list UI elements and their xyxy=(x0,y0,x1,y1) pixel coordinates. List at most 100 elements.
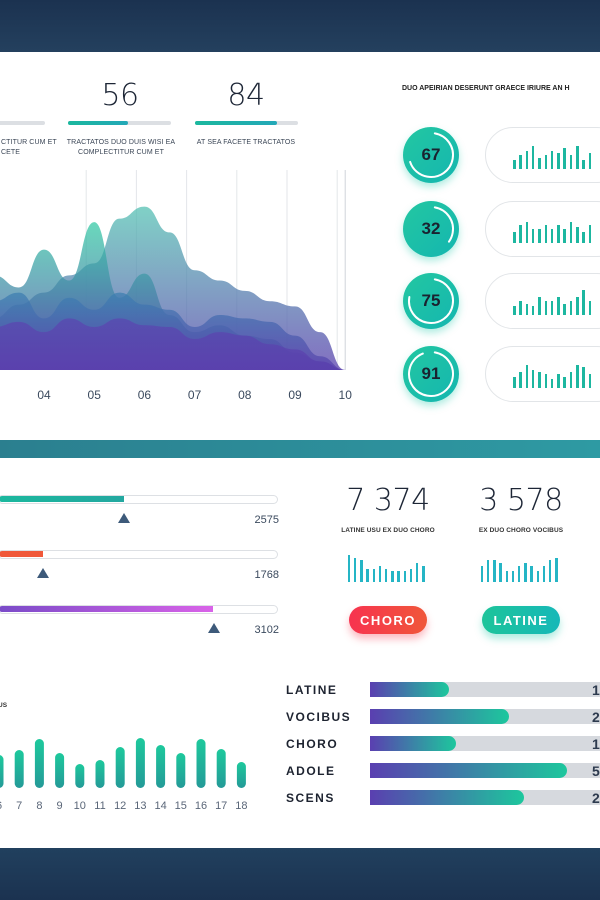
kpi-value: 7 374 xyxy=(346,483,430,518)
kpi-spark-bar xyxy=(486,560,490,582)
sparkline-bar xyxy=(538,296,541,315)
hbar-track xyxy=(370,709,600,724)
kpi-spark-bar xyxy=(499,563,502,582)
kpi-spark-bar xyxy=(548,560,552,582)
stat-label-line: COMPLECTITUR CUM ET xyxy=(78,149,164,156)
sparkline-card[interactable] xyxy=(485,346,600,402)
metric-circle: 32 xyxy=(403,201,459,257)
metric-circle: 91 xyxy=(403,346,459,402)
column-bar xyxy=(95,760,105,788)
column-bar xyxy=(176,753,186,788)
column-x-label: 6 xyxy=(0,800,2,812)
column-x-label: 8 xyxy=(36,800,42,812)
sparkline-bar xyxy=(557,152,560,169)
kpi-spark-bar xyxy=(524,563,527,582)
kpi-spark-bar xyxy=(403,571,406,582)
column-x-label: 10 xyxy=(74,800,86,812)
kpi-spark-bar xyxy=(480,565,484,582)
column-bar xyxy=(156,745,166,788)
sparkline-bar xyxy=(525,150,529,169)
x-tick-label: 07 xyxy=(188,388,202,402)
sparkline-card[interactable] xyxy=(485,273,600,329)
sparkline-card[interactable] xyxy=(485,127,600,183)
sparkline-bar xyxy=(544,301,547,315)
area-series xyxy=(0,318,346,370)
kpi-spark-bar xyxy=(505,571,508,582)
stat-progress-track xyxy=(195,121,298,125)
kpi-spark-bar xyxy=(353,557,357,582)
progress-track xyxy=(0,550,278,559)
kpi-spark-bar xyxy=(372,568,375,582)
column-bar xyxy=(0,755,4,788)
hbar-value: 1 xyxy=(592,736,600,752)
background-bottom xyxy=(0,848,600,900)
sparkline-bar xyxy=(569,222,573,243)
column-bar xyxy=(236,762,246,788)
sparkline-bar xyxy=(588,301,592,315)
hbar-fill xyxy=(370,709,510,724)
sparkline-bar xyxy=(588,224,592,243)
hbar-value: 1 xyxy=(592,682,600,698)
kpi-spark-bar xyxy=(384,568,388,582)
metric-circle: 67 xyxy=(403,127,459,183)
metric-value: 91 xyxy=(421,364,441,383)
metric-value: 32 xyxy=(421,219,441,238)
stat-label-line: CTITUR CUM ET xyxy=(1,139,57,146)
sparkline-bar xyxy=(582,289,585,315)
stat-progress-track xyxy=(0,121,45,125)
sparkline-card[interactable] xyxy=(485,201,600,257)
progress-marker-icon[interactable] xyxy=(118,513,130,523)
sparkline-bar xyxy=(513,231,516,243)
progress-value: 3102 xyxy=(254,624,279,636)
sparkline-bar xyxy=(531,229,535,243)
kpi-spark-bar xyxy=(542,565,546,582)
stat-label: AT SEA FACETE TRACTATOS xyxy=(196,139,296,146)
sparkline-bar xyxy=(563,229,566,243)
hbar-fill xyxy=(370,736,457,751)
hbar-value: 2 xyxy=(592,709,600,725)
sparkline-bar xyxy=(544,224,547,243)
sparkline-bar xyxy=(582,367,585,388)
kpi-spark-bar xyxy=(366,568,369,582)
progress-marker-icon[interactable] xyxy=(207,623,220,633)
column-bar xyxy=(115,747,125,788)
sparkline-bar xyxy=(582,159,585,169)
column-x-label: 12 xyxy=(114,800,126,812)
hbar-fill xyxy=(370,682,450,697)
right-panel-header: DUO APEIRIAN DESERUNT GRAECE IRIURE AN H xyxy=(402,85,570,92)
choro-button[interactable]: CHORO xyxy=(349,606,427,634)
kpi-spark-bar xyxy=(517,565,521,582)
progress-track xyxy=(0,605,278,614)
stat-progress-fill xyxy=(68,121,128,125)
hbar-value: 5 xyxy=(592,763,600,779)
kpi-spark-bar xyxy=(378,565,382,582)
stat-value: 3 xyxy=(0,78,10,113)
sparkline-bar xyxy=(525,222,529,243)
column-chart-caption: US xyxy=(0,702,8,709)
column-bar xyxy=(196,739,206,788)
sparkline-bar xyxy=(569,371,573,388)
progress-fill xyxy=(0,606,214,612)
latine-button[interactable]: LATINE xyxy=(482,606,560,634)
progress-fill xyxy=(0,551,44,557)
metric-value: 75 xyxy=(421,291,441,310)
progress-ring xyxy=(408,278,454,324)
kpi-spark-bar xyxy=(397,571,400,582)
column-chart: 6 7 8 9 10 11 12 13 14 15 16 17 18 xyxy=(0,738,248,812)
column-x-label: 9 xyxy=(57,800,63,812)
stat-progress-track xyxy=(68,121,171,125)
sparkline-bar xyxy=(576,296,579,315)
sparkline-bar xyxy=(557,224,560,243)
progress-ring xyxy=(408,206,454,252)
hbar-label: CHORO xyxy=(286,737,339,751)
hbar-track xyxy=(370,763,600,778)
sparkline-bar xyxy=(513,376,516,388)
stat-progress-fill xyxy=(195,121,278,125)
progress-marker-icon[interactable] xyxy=(36,568,49,578)
sparkline-bar xyxy=(513,305,516,315)
kpi-spark-bar xyxy=(391,571,394,582)
metric-circle: 75 xyxy=(403,273,459,329)
hbar-value: 2 xyxy=(592,790,600,806)
sparkline-bar xyxy=(544,374,547,388)
sparkline-bar xyxy=(519,371,522,388)
